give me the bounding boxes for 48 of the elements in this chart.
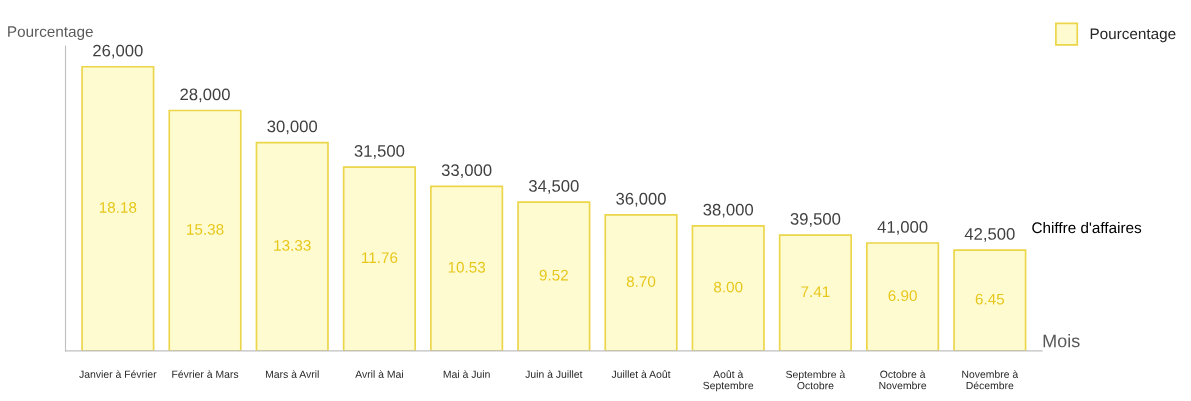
bar (604, 214, 678, 351)
annotation: 41,000 (877, 221, 928, 235)
annotation: 36,000 (616, 192, 666, 207)
bar (430, 185, 504, 351)
data-label: 8.70 (626, 276, 656, 287)
data-label: 10.53 (448, 261, 486, 273)
data-label: 8.00 (714, 281, 743, 293)
data-label: 9.52 (539, 269, 568, 281)
bar (691, 225, 765, 351)
x-axis-title: Mois (1043, 334, 1080, 348)
data-label: 7.41 (801, 286, 830, 297)
bar (953, 249, 1027, 351)
x-tick-label: Octobre à Novembre (879, 370, 927, 390)
legend-label: Pourcentage (1090, 28, 1176, 43)
annotation: Chiffre d'affaires (1032, 221, 1142, 234)
annotation: 26,000 (93, 44, 143, 59)
data-label: 11.76 (362, 252, 398, 264)
bar (866, 242, 940, 351)
annotation: 39,500 (790, 213, 841, 227)
data-label: 6.45 (975, 293, 1005, 305)
data-label: 6.90 (888, 290, 917, 302)
y-axis-title: Pourcentage (8, 26, 93, 41)
annotation: 31,500 (354, 145, 405, 159)
x-tick-label: Juillet à Août (611, 370, 671, 378)
annotation: 34,500 (528, 180, 579, 194)
x-tick-label: Novembre à Décembre (962, 370, 1019, 390)
bar (81, 65, 155, 351)
annotation: 33,000 (441, 164, 492, 179)
x-tick-label: Juin à Juillet (525, 370, 583, 378)
data-label: 13.33 (274, 239, 311, 251)
annotation: 30,000 (267, 120, 318, 135)
annotation: 42,500 (964, 228, 1015, 242)
annotation: 38,000 (703, 203, 754, 218)
bar (778, 234, 852, 351)
x-tick-label: Mai à Juin (443, 370, 490, 378)
bar (342, 166, 417, 351)
bar (255, 141, 329, 351)
x-tick-label: Janvier à Février (79, 370, 157, 378)
x-tick-label: Septembre à Octobre (786, 370, 846, 390)
x-tick-label: Mars à Avril (265, 370, 319, 378)
annotation: 28,000 (180, 88, 230, 103)
data-label: 15.38 (187, 223, 224, 235)
bar (168, 109, 242, 351)
x-tick-label: Février à Mars (172, 370, 239, 378)
x-tick-label: Août à Septembre (703, 370, 754, 392)
x-tick-label: Avril à Mai (355, 370, 403, 378)
bar (517, 201, 591, 351)
data-label: 18.18 (99, 202, 137, 213)
